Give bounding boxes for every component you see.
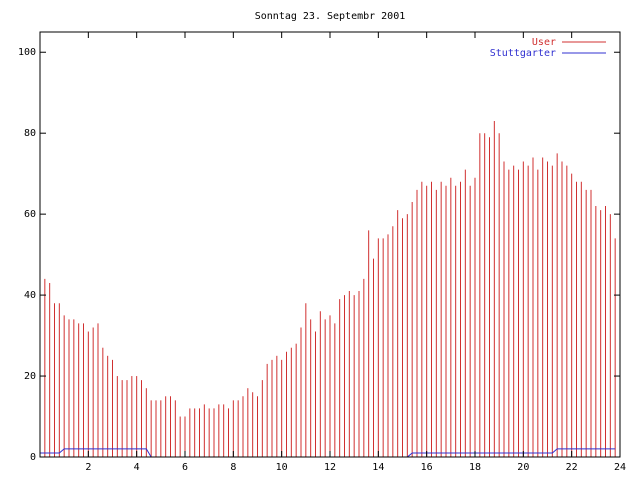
y-tick-label: 40 [24,290,36,301]
x-tick-label: 16 [421,462,433,473]
x-tick-label: 20 [517,462,529,473]
y-tick-label: 80 [24,128,36,139]
y-tick-label: 0 [30,452,36,463]
x-tick-label: 24 [614,462,626,473]
legend-label: Stuttgarter [490,48,556,59]
x-tick-label: 10 [276,462,288,473]
x-tick-label: 22 [566,462,578,473]
x-tick-label: 14 [372,462,384,473]
x-tick-label: 8 [230,462,236,473]
y-tick-label: 100 [18,47,36,58]
x-tick-label: 4 [134,462,140,473]
chart-title: Sonntag 23. Septembr 2001 [255,11,406,22]
x-tick-label: 2 [85,462,91,473]
y-tick-label: 20 [24,371,36,382]
x-tick-label: 18 [469,462,481,473]
y-tick-label: 60 [24,209,36,220]
series-line [40,448,616,458]
x-tick-label: 6 [182,462,188,473]
legend-label: User [532,37,556,48]
x-tick-label: 12 [324,462,336,473]
